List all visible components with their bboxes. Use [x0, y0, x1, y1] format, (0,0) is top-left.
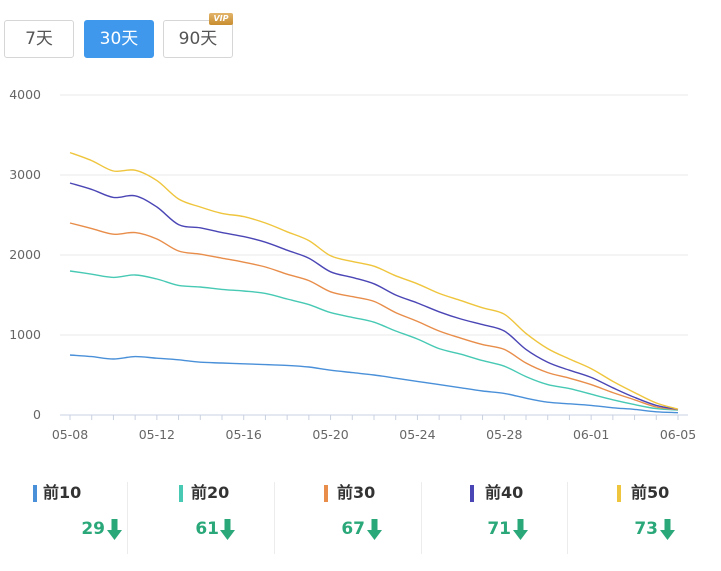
stat-swatch	[324, 485, 328, 502]
divider	[567, 482, 568, 554]
x-tick-label: 06-01	[573, 427, 609, 442]
down-arrow-icon	[107, 519, 122, 540]
stat-swatch	[470, 485, 474, 502]
stat-swatch	[33, 485, 37, 502]
stat-value: 73	[634, 519, 658, 539]
tab-30-days[interactable]: 30天	[84, 20, 154, 58]
divider	[274, 482, 275, 554]
series-line-1	[69, 354, 679, 414]
x-tick-label: 06-05	[660, 427, 696, 442]
stats-legend: 前10 29 前20 61 前30 67 前40 71 前50 73	[0, 480, 721, 558]
stat-value: 67	[341, 519, 365, 539]
y-tick-label: 2000	[9, 247, 41, 262]
stat-swatch	[179, 485, 183, 502]
tab-90-days-label: 90天	[178, 29, 218, 49]
x-tick-label: 05-24	[399, 427, 435, 442]
down-arrow-icon	[660, 519, 675, 540]
down-arrow-icon	[513, 519, 528, 540]
series-lines	[69, 151, 679, 414]
x-tick-label: 05-20	[312, 427, 348, 442]
x-tick-label: 05-08	[52, 427, 88, 442]
stat-value: 61	[195, 519, 219, 539]
down-arrow-icon	[367, 519, 382, 540]
y-tick-label: 3000	[9, 167, 41, 182]
stat-label: 前10	[43, 483, 82, 502]
divider	[127, 482, 128, 554]
x-tick-label: 05-28	[486, 427, 522, 442]
stat-value: 29	[81, 519, 105, 539]
y-tick-label: 4000	[9, 87, 41, 102]
x-tick-label: 05-12	[139, 427, 175, 442]
series-line-5	[69, 151, 679, 410]
y-tick-label: 1000	[9, 327, 41, 342]
down-arrow-icon	[220, 519, 235, 540]
stat-label: 前30	[337, 483, 376, 502]
divider	[421, 482, 422, 554]
y-tick-label: 0	[33, 407, 41, 422]
stat-label: 前40	[485, 483, 524, 502]
stat-label: 前50	[631, 483, 670, 502]
stat-swatch	[617, 485, 621, 502]
stat-label: 前20	[191, 483, 230, 502]
tab-7-days[interactable]: 7天	[4, 20, 74, 58]
line-chart: 0 1000 2000 3000 4000 05-08 05-12 05-16 05-20 05-…	[9, 87, 696, 442]
series-line-3	[69, 222, 679, 411]
vip-badge: VIP	[209, 13, 233, 25]
axes: 0 1000 2000 3000 4000 05-08 05-12 05-16 05-20 05-…	[9, 87, 696, 442]
grid-lines	[60, 94, 688, 336]
series-line-2	[69, 270, 679, 411]
tab-90-days[interactable]: 90天 VIP	[163, 13, 233, 58]
x-tick-label: 05-16	[226, 427, 262, 442]
stat-value: 71	[487, 519, 511, 539]
series-line-4	[69, 182, 679, 410]
